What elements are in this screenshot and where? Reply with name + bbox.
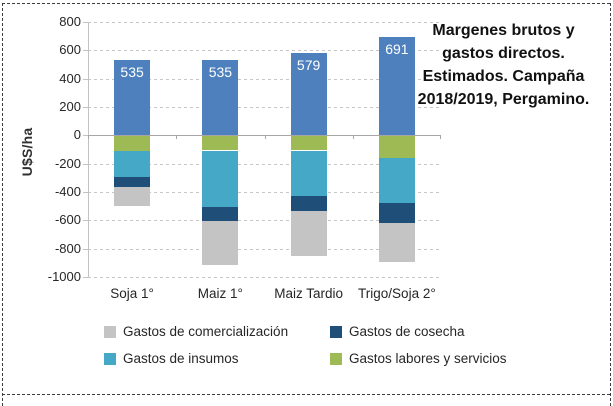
chart-title-line: 2018/2019, Pergamino. [417,91,590,108]
legend-item: Gastos de cosecha [330,325,507,339]
bar-segment-gastos-de-comercializaci-n [290,210,327,256]
gridline [88,277,441,278]
y-tick-label: -1000 [47,269,81,284]
y-axis-tick [83,192,88,193]
dashed-border-right [610,3,611,406]
bar-segment-gastos-labores-y-servicios [290,136,327,151]
y-axis-tick [83,22,88,23]
chart-title-line: Estimados. Campaña [422,68,585,85]
bar-value-label: 535 [208,63,233,80]
y-axis-tick [83,78,88,80]
dashed-border-left [2,3,3,406]
bar-segment-gastos-de-insumos [202,150,239,208]
bar-segment-gastos-de-insumos [290,150,327,196]
y-tick-label: -400 [54,184,81,199]
y-axis-tick [83,50,88,52]
bar-segment-margen-bruto [202,59,239,136]
bar-value-label: 579 [296,57,321,74]
gridline [88,107,441,108]
x-tick-label: Maiz 1° [197,286,243,301]
bar-segment-gastos-de-comercializaci-n [378,222,415,263]
y-axis-tick [83,220,88,222]
bar-segment-gastos-labores-y-servicios [202,136,239,151]
legend-label: Gastos labores y servicios [349,351,507,366]
chart-title-line: gastos directos. [442,45,565,62]
x-tick-label: Soja 1° [110,286,154,301]
bar-segment-gastos-labores-y-servicios [114,136,151,152]
bar-segment-gastos-de-cosecha [202,207,239,222]
y-tick-label: 200 [59,99,81,114]
bar-segment-gastos-de-cosecha [290,195,327,211]
bar-segment-gastos-de-cosecha [378,202,415,223]
bar-value-label: 691 [385,41,409,58]
y-tick-label: 0 [73,127,81,143]
gridline [88,220,441,222]
y-tick-label: -800 [54,240,81,256]
zero-axis-category-tick [352,135,354,140]
bar-value-label: 535 [120,63,144,80]
legend-marker [104,326,116,338]
y-axis-tick [83,107,88,108]
bar-segment-gastos-de-cosecha [114,177,151,188]
gridline [88,192,441,193]
zero-axis-category-tick [176,135,178,140]
chart-title-line: Margenes brutos y [432,22,575,39]
gridline [88,22,441,23]
y-axis-tick [83,163,88,165]
gridline [88,163,441,165]
gridline [88,78,441,80]
y-tick-label: -200 [54,155,81,171]
legend-marker [330,353,342,365]
dashed-border-top [2,3,610,4]
bar-segment-margen-bruto [378,37,415,136]
legend-label: Gastos de insumos [123,351,239,366]
dashed-border-bottom [2,394,610,395]
y-tick-label: 800 [59,14,81,29]
y-tick-label: 400 [59,70,81,86]
gridline [88,248,441,250]
y-axis-tick [83,248,88,250]
bar-segment-gastos-de-comercializaci-n [202,221,239,266]
y-axis-line [88,22,89,277]
x-tick-label: Maiz Tardio [274,286,343,301]
legend-marker [104,353,116,365]
gridline [88,50,441,52]
bar-segment-gastos-de-insumos [378,158,415,203]
bar-segment-margen-bruto [114,59,151,136]
y-axis-tick [83,135,88,137]
plot-area: 535 535 579 691 [83,22,441,278]
legend-item: Gastos labores y servicios [330,352,507,366]
chart-title: Margenes brutos y gastos directos. Estim… [396,19,611,111]
legend-marker [330,326,342,338]
bar-segment-gastos-labores-y-servicios [378,136,415,159]
legend-label: Gastos de cosecha [349,324,465,339]
y-tick-label: 600 [59,42,81,58]
bar-segment-margen-bruto [290,53,327,136]
y-axis-tick [83,277,88,278]
bar-segment-gastos-de-comercializaci-n [114,187,151,207]
x-tick-label: Trigo/Soja 2° [358,286,436,301]
legend-label: Gastos de comercialización [123,324,289,339]
y-tick-label: -600 [54,212,81,228]
zero-axis-category-tick [88,135,89,140]
chart-legend: Gastos de comercialización Gastos de cose… [104,325,507,366]
bar-segment-gastos-de-insumos [114,151,151,178]
zero-axis-category-tick [440,135,441,140]
zero-axis-category-tick [264,135,266,140]
legend-item: Gastos de insumos [104,352,330,366]
legend-item: Gastos de comercialización [104,325,330,339]
